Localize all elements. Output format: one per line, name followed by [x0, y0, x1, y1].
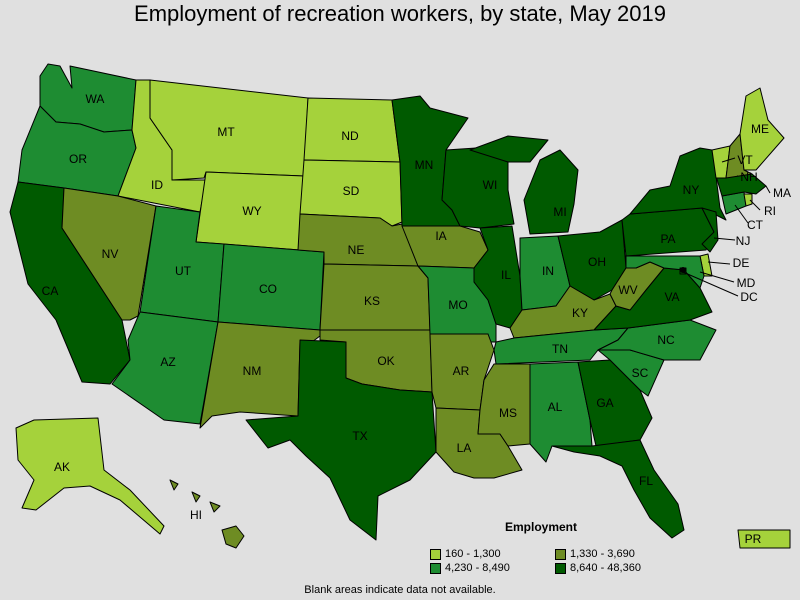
leader-line-ct [734, 204, 749, 224]
label-ut: UT [175, 264, 192, 278]
label-ia: IA [435, 229, 446, 243]
label-ms: MS [499, 406, 517, 420]
label-nc: NC [657, 333, 675, 347]
label-ca: CA [42, 284, 59, 298]
legend-title: Employment [505, 520, 578, 534]
label-ny: NY [683, 183, 700, 197]
label-wv: WV [618, 283, 637, 297]
legend-label-bin1: 160 - 1,300 [445, 548, 501, 560]
legend-label-bin2: 1,330 - 3,690 [570, 548, 635, 560]
label-or: OR [69, 152, 87, 166]
state-mi[interactable] [469, 135, 579, 235]
label-pr: PR [745, 532, 762, 546]
label-wi: WI [483, 178, 498, 192]
label-il: IL [501, 268, 511, 282]
label-nm: NM [243, 364, 262, 378]
label-mi: MI [553, 205, 566, 219]
label-fl: FL [639, 474, 653, 488]
label-ks: KS [364, 294, 380, 308]
label-mt: MT [217, 125, 235, 139]
label-ri: RI [764, 204, 776, 218]
state-nh[interactable] [725, 133, 753, 179]
label-ga: GA [596, 396, 613, 410]
label-wy: WY [242, 204, 261, 218]
label-co: CO [259, 282, 277, 296]
state-pr[interactable] [737, 529, 791, 549]
label-la: LA [457, 441, 472, 455]
legend: Employment 160 - 1,300 1,330 - 3,690 4,2… [430, 520, 690, 574]
state-fl[interactable] [551, 439, 685, 539]
label-de: DE [733, 256, 750, 270]
label-nh: NH [740, 170, 757, 184]
label-oh: OH [588, 255, 606, 269]
label-ak: AK [54, 460, 70, 474]
label-az: AZ [160, 355, 175, 369]
label-tx: TX [352, 429, 367, 443]
legend-swatch-bin3 [430, 562, 441, 574]
label-dc: DC [740, 290, 758, 304]
legend-swatch-bin2 [555, 548, 566, 560]
state-hi[interactable] [169, 479, 245, 549]
label-hi: HI [190, 508, 202, 522]
state-nj[interactable] [701, 207, 719, 253]
map-title: Employment of recreation workers, by sta… [134, 1, 666, 26]
label-wa: WA [86, 92, 105, 106]
state-ak[interactable] [15, 417, 165, 535]
state-nv[interactable] [61, 187, 157, 321]
state-md[interactable] [625, 255, 705, 289]
label-mo: MO [448, 298, 467, 312]
label-in: IN [542, 264, 554, 278]
label-ar: AR [453, 364, 470, 378]
leader-line-md [699, 271, 735, 283]
label-vt: VT [737, 153, 753, 167]
state-ny[interactable] [629, 147, 727, 221]
leader-line-ri [749, 199, 761, 211]
leader-line-ma [765, 185, 771, 194]
label-ma: MA [773, 186, 791, 200]
state-il[interactable] [473, 225, 523, 329]
label-nd: ND [341, 129, 359, 143]
legend-label-bin4: 8,640 - 48,360 [570, 562, 641, 574]
label-ok: OK [377, 354, 394, 368]
label-ky: KY [572, 306, 588, 320]
label-al: AL [548, 400, 563, 414]
footnote: Blank areas indicate data not available. [304, 584, 496, 596]
legend-swatch-bin4 [555, 562, 566, 574]
label-mn: MN [415, 158, 434, 172]
leader-line-de [707, 261, 731, 265]
legend-item-bin1: 160 - 1,300 [430, 548, 555, 560]
label-pa: PA [660, 232, 675, 246]
legend-item-bin3: 4,230 - 8,490 [430, 562, 555, 574]
state-me[interactable] [739, 87, 785, 171]
state-ri[interactable] [743, 193, 753, 207]
legend-label-bin3: 4,230 - 8,490 [445, 562, 510, 574]
label-ct: CT [747, 218, 764, 232]
legend-item-bin2: 1,330 - 3,690 [555, 548, 680, 560]
label-nj: NJ [736, 234, 751, 248]
label-id: ID [151, 178, 163, 192]
dc-marker [680, 267, 686, 273]
state-tx[interactable] [245, 339, 437, 541]
label-va: VA [664, 290, 679, 304]
label-sc: SC [632, 366, 649, 380]
label-me: ME [751, 122, 769, 136]
leader-line-dc [682, 271, 739, 297]
label-tn: TN [552, 342, 568, 356]
label-nv: NV [102, 247, 119, 261]
legend-swatch-bin1 [430, 548, 441, 560]
leader-line-vt [721, 157, 736, 163]
state-ms[interactable] [477, 363, 531, 447]
label-sd: SD [343, 184, 360, 198]
legend-grid: 160 - 1,300 1,330 - 3,690 4,230 - 8,490 … [430, 548, 690, 574]
label-md: MD [737, 276, 756, 290]
leader-line-nj [713, 237, 736, 241]
label-ne: NE [348, 243, 365, 257]
legend-item-bin4: 8,640 - 48,360 [555, 562, 680, 574]
